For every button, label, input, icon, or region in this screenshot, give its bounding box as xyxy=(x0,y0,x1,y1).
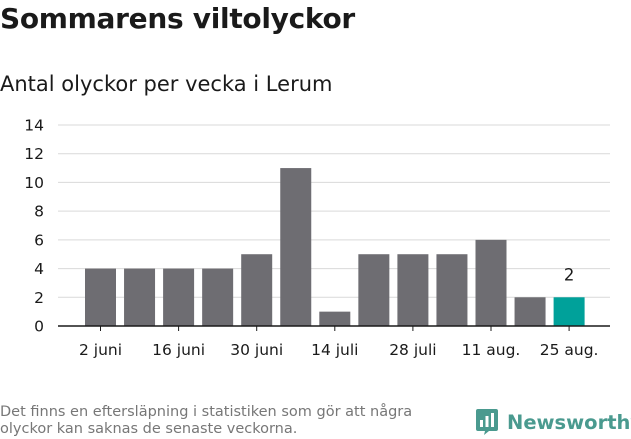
y-tick-label: 6 xyxy=(34,231,44,249)
bar xyxy=(475,239,507,326)
bar-chart: 0 2 4 6 8 10 12 14 2 juni 16 juni 30 juni 14 juli 28… xyxy=(24,117,610,359)
bar-highlight xyxy=(553,297,585,326)
chart-subtitle: Antal olyckor per vecka i Lerum xyxy=(0,72,333,96)
y-tick-label: 2 xyxy=(34,289,44,307)
x-tick-label: 25 aug. xyxy=(540,341,599,359)
data-label: 2 xyxy=(564,265,575,284)
bar xyxy=(514,297,546,326)
bar xyxy=(202,268,234,326)
y-tick-label: 8 xyxy=(34,203,44,221)
y-tick-label: 0 xyxy=(34,318,44,336)
y-tick-label: 12 xyxy=(24,145,44,163)
y-tick-label: 14 xyxy=(24,117,44,135)
bar xyxy=(319,311,351,326)
bar xyxy=(436,254,468,326)
x-tick-label: 28 juli xyxy=(389,341,436,359)
bar xyxy=(163,268,195,326)
x-tick-label: 2 juni xyxy=(79,341,122,359)
brand-logo[interactable]: Newsworthy xyxy=(475,407,631,437)
y-tick-label: 4 xyxy=(34,260,44,278)
bar xyxy=(280,168,312,326)
x-tick-label: 14 juli xyxy=(311,341,358,359)
x-tick-label: 16 juni xyxy=(152,341,205,359)
bar xyxy=(241,254,273,326)
chart-title: Sommarens viltolyckor xyxy=(0,2,355,35)
bar xyxy=(397,254,429,326)
newsworthy-logo-icon xyxy=(476,409,498,435)
x-tick-label: 11 aug. xyxy=(462,341,521,359)
y-tick-label: 10 xyxy=(24,174,44,192)
bar xyxy=(358,254,390,326)
x-tick-label: 30 juni xyxy=(230,341,283,359)
footnote: Det finns en eftersläpning i statistiken… xyxy=(0,404,413,437)
bar xyxy=(85,268,116,326)
brand-name: Newsworthy xyxy=(507,410,631,434)
bar xyxy=(124,268,156,326)
